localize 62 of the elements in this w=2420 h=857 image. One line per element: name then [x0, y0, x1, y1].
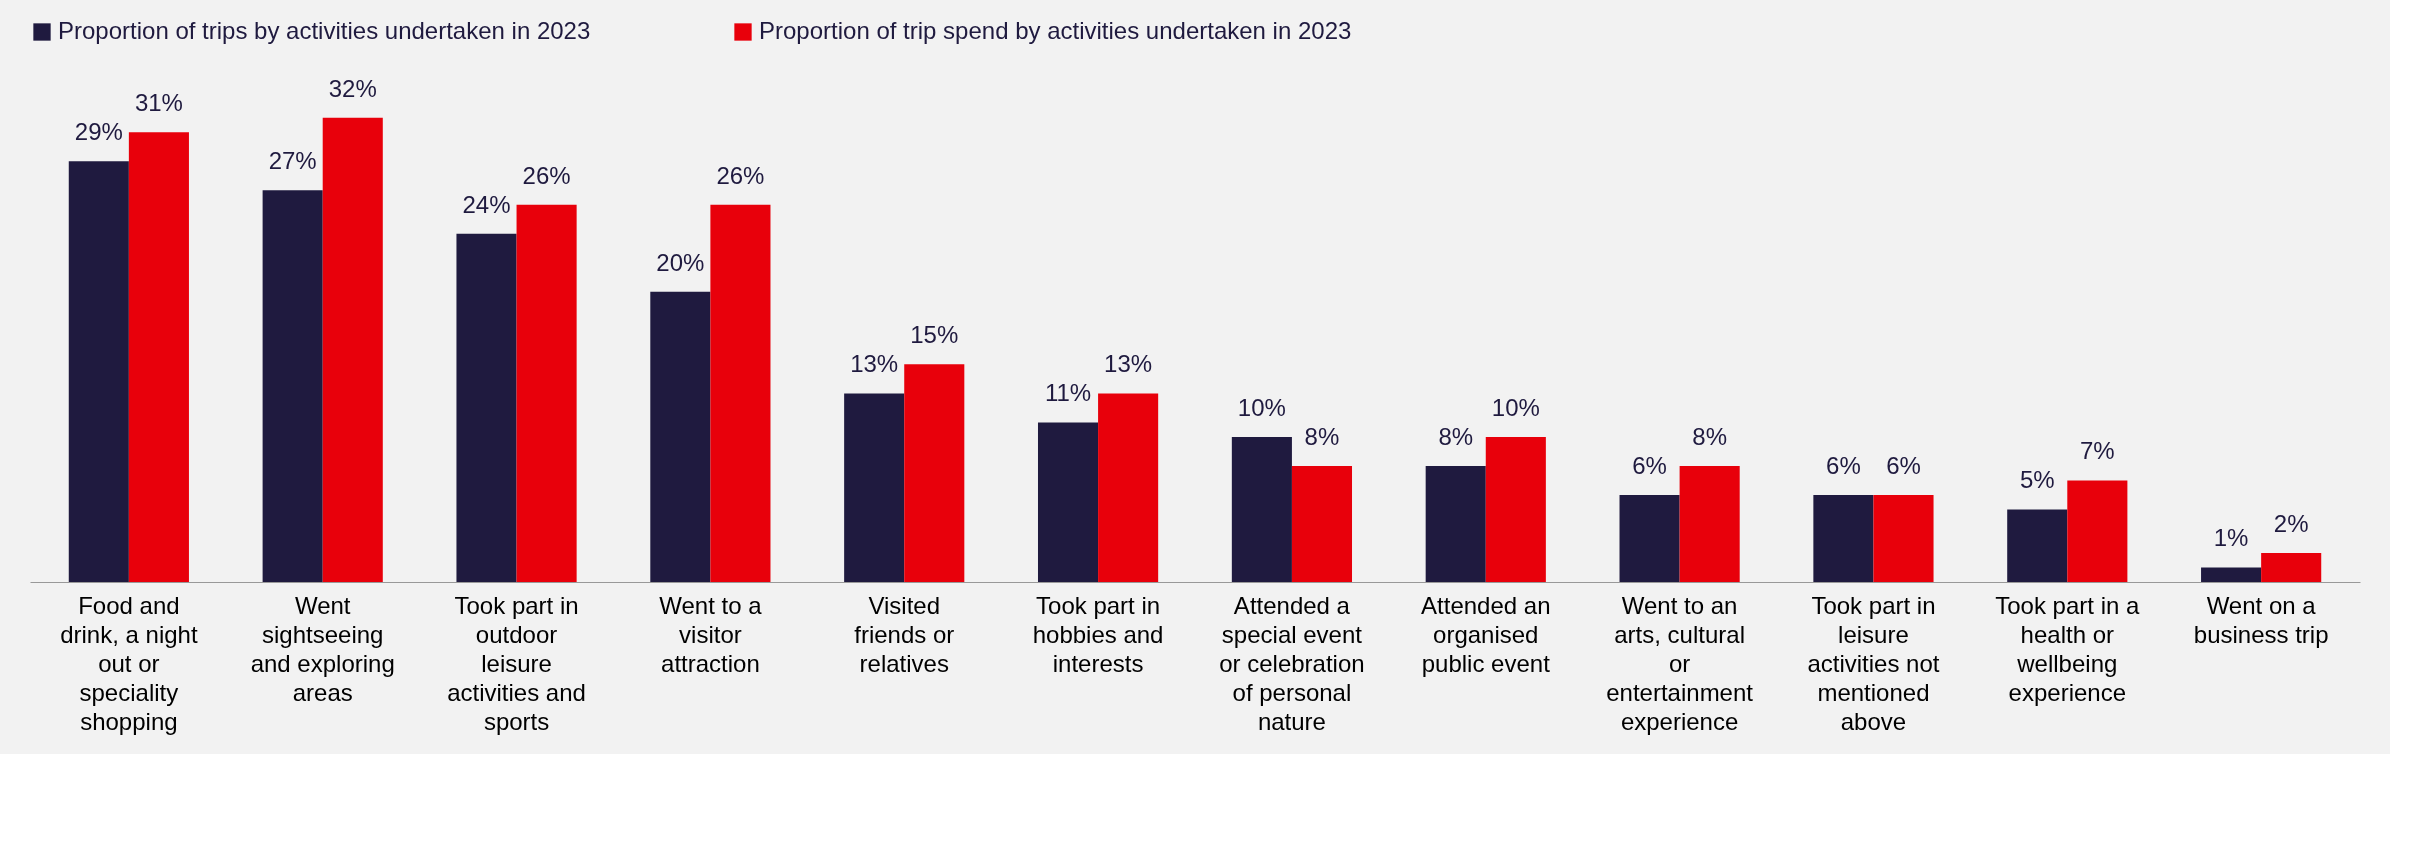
- x-tick-label: Took part in hobbies and interests: [1032, 591, 1164, 677]
- bar: [1425, 465, 1486, 582]
- legend-label: Proportion of trip spend by activities undertaken in 2023: [759, 17, 1352, 44]
- data-label: 31%: [134, 89, 183, 117]
- bar: [262, 190, 323, 582]
- data-label: 6%: [1632, 451, 1667, 479]
- bar: [2261, 552, 2322, 582]
- data-label: 8%: [1438, 422, 1474, 450]
- data-label: 29%: [74, 118, 123, 146]
- data-label: 13%: [1104, 350, 1153, 378]
- bar: [1619, 494, 1680, 582]
- data-label: 10%: [1491, 393, 1540, 421]
- bar: [904, 364, 965, 582]
- bar: [1098, 393, 1159, 582]
- legend-label: Proportion of trips by activities undertaken in 2023: [58, 17, 591, 44]
- data-label: 15%: [910, 321, 959, 349]
- x-tick-label: Went sightseeing and exploring areas: [250, 591, 395, 706]
- bar: [2007, 509, 2068, 582]
- bar: [1873, 494, 1934, 582]
- data-label: 1%: [2213, 524, 2249, 552]
- x-tick-label: Went to an arts, cultural or entertainment experience: [1606, 591, 1754, 735]
- data-label: 11%: [1044, 379, 1092, 407]
- bar: [1037, 422, 1099, 582]
- data-label: 10%: [1237, 393, 1286, 421]
- x-tick-label: Went on a business trip: [2193, 591, 2329, 648]
- bar: [322, 117, 383, 582]
- bar: [456, 233, 517, 582]
- data-label: 27%: [268, 147, 317, 175]
- data-label: 6%: [1826, 451, 1861, 479]
- data-label: 5%: [2019, 466, 2055, 494]
- x-tick-label: Went to a visitor attraction: [659, 591, 763, 677]
- bar: [2201, 567, 2262, 582]
- x-tick-label: Attended an organised public event: [1421, 591, 1551, 677]
- data-label: 8%: [1692, 422, 1727, 450]
- bar: [1679, 465, 1740, 582]
- bar: [68, 161, 129, 582]
- x-tick-label: Took part in a health or wellbeing experience: [1995, 591, 2140, 706]
- data-label: 32%: [328, 74, 377, 102]
- bar: [516, 204, 577, 582]
- data-label: 24%: [462, 190, 511, 218]
- data-label: 13%: [850, 350, 899, 378]
- data-label: 7%: [2080, 437, 2115, 465]
- x-tick-label: Took part in outdoor leisure activities and sports: [447, 591, 586, 735]
- bar: [1813, 494, 1874, 582]
- data-label: 8%: [1304, 422, 1340, 450]
- bar: [844, 393, 905, 582]
- data-label: 26%: [522, 161, 571, 189]
- data-label: 20%: [656, 248, 705, 276]
- bar: [1231, 436, 1292, 582]
- bar: [650, 291, 711, 582]
- data-label: 26%: [716, 161, 765, 189]
- bar: [2067, 480, 2128, 582]
- bar: [1485, 436, 1546, 582]
- x-tick-label: Food and drink, a night out or speciality shopping: [60, 591, 198, 735]
- x-tick-label: Attended a special event or celebration of personal nature: [1219, 591, 1365, 735]
- data-label: 6%: [1886, 451, 1921, 479]
- bar: [710, 204, 771, 582]
- x-tick-label: Took part in leisure activities not mentioned above: [1807, 591, 1940, 735]
- data-label: 2%: [2273, 509, 2309, 537]
- x-tick-label: Visited friends or relatives: [854, 591, 955, 677]
- bar: [128, 132, 189, 582]
- bar: [1291, 465, 1353, 582]
